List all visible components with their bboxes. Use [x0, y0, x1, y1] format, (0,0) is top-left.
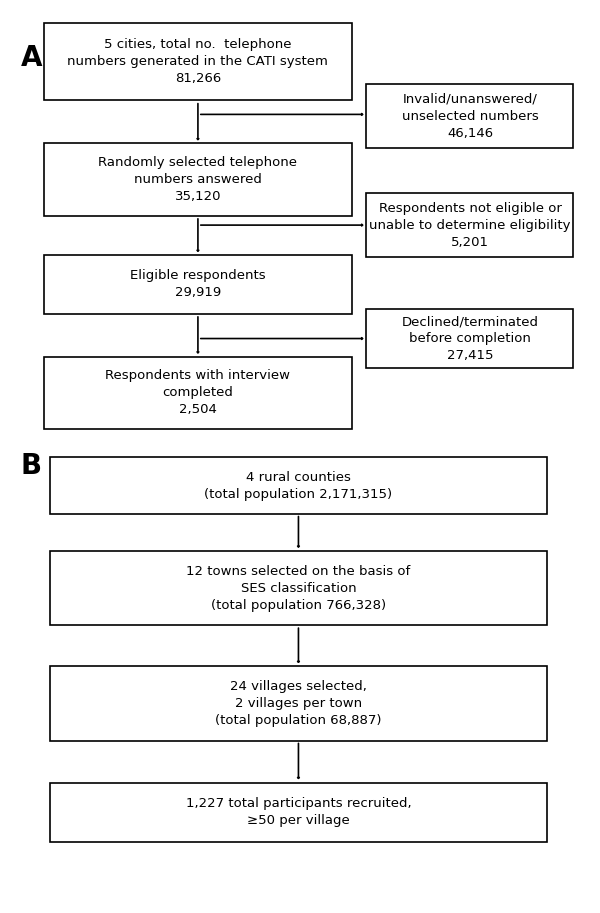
FancyBboxPatch shape [50, 666, 547, 740]
Text: Randomly selected telephone
numbers answered
35,120: Randomly selected telephone numbers answ… [98, 156, 298, 204]
Text: Declined/terminated
before completion
27,415: Declined/terminated before completion 27… [401, 315, 538, 362]
FancyBboxPatch shape [50, 457, 547, 514]
FancyBboxPatch shape [44, 23, 352, 100]
Text: Respondents not eligible or
unable to determine eligibility
5,201: Respondents not eligible or unable to de… [369, 202, 571, 248]
FancyBboxPatch shape [50, 782, 547, 842]
FancyBboxPatch shape [44, 255, 352, 313]
Text: Eligible respondents
29,919: Eligible respondents 29,919 [130, 269, 266, 299]
Text: 12 towns selected on the basis of
SES classification
(total population 766,328): 12 towns selected on the basis of SES cl… [187, 564, 410, 612]
Text: B: B [20, 452, 41, 480]
FancyBboxPatch shape [44, 357, 352, 429]
Text: A: A [20, 44, 42, 71]
Text: Invalid/unanswered/
unselected numbers
46,146: Invalid/unanswered/ unselected numbers 4… [401, 93, 538, 140]
Text: 4 rural counties
(total population 2,171,315): 4 rural counties (total population 2,171… [205, 470, 392, 500]
FancyBboxPatch shape [50, 551, 547, 625]
Text: 5 cities, total no.  telephone
numbers generated in the CATI system
81,266: 5 cities, total no. telephone numbers ge… [67, 38, 328, 85]
Text: 24 villages selected,
2 villages per town
(total population 68,887): 24 villages selected, 2 villages per tow… [215, 680, 382, 727]
FancyBboxPatch shape [367, 309, 574, 368]
Text: Respondents with interview
completed
2,504: Respondents with interview completed 2,5… [106, 370, 290, 416]
FancyBboxPatch shape [44, 143, 352, 216]
FancyBboxPatch shape [367, 84, 574, 148]
Text: 1,227 total participants recruited,
≥50 per village: 1,227 total participants recruited, ≥50 … [185, 797, 411, 827]
FancyBboxPatch shape [367, 194, 574, 257]
